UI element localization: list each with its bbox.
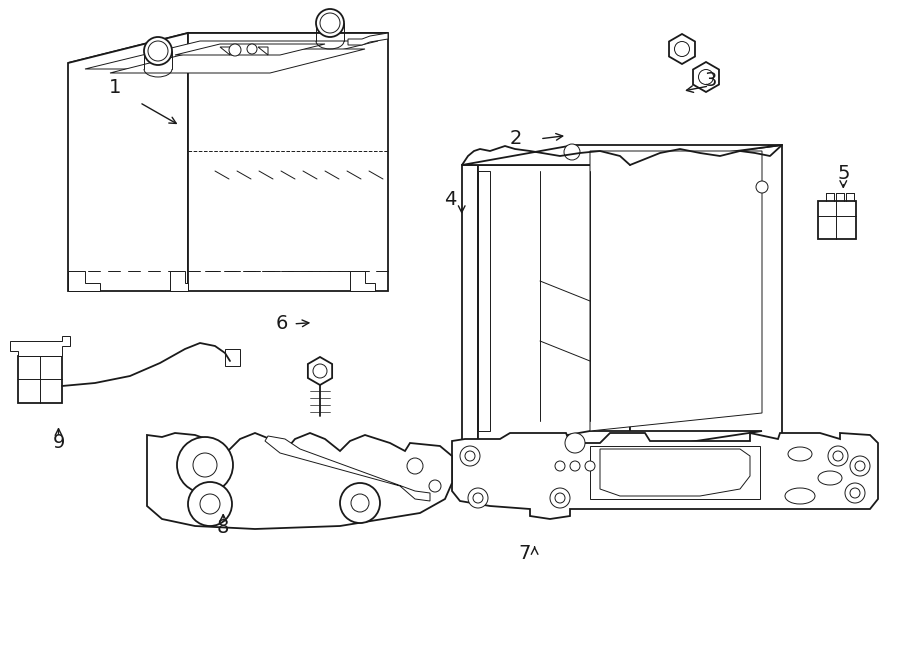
Polygon shape (350, 271, 375, 291)
Polygon shape (600, 449, 750, 496)
Circle shape (833, 451, 843, 461)
Circle shape (407, 458, 423, 474)
Polygon shape (630, 145, 782, 476)
Circle shape (698, 69, 714, 85)
Polygon shape (258, 47, 268, 55)
Circle shape (460, 446, 480, 466)
Circle shape (828, 446, 848, 466)
Polygon shape (68, 33, 188, 291)
Text: 7: 7 (518, 545, 531, 563)
Polygon shape (68, 271, 100, 291)
Polygon shape (10, 336, 70, 356)
Polygon shape (590, 151, 762, 431)
Text: 9: 9 (52, 434, 65, 452)
Circle shape (229, 44, 241, 56)
Polygon shape (85, 41, 378, 69)
Polygon shape (110, 49, 365, 73)
Circle shape (351, 494, 369, 512)
Text: 1: 1 (109, 78, 122, 97)
Polygon shape (18, 356, 62, 403)
Text: 2: 2 (509, 130, 522, 148)
Text: 5: 5 (837, 164, 850, 182)
Polygon shape (478, 165, 630, 476)
Polygon shape (563, 146, 775, 193)
Polygon shape (693, 62, 719, 92)
Polygon shape (175, 44, 325, 55)
Circle shape (564, 144, 580, 160)
Circle shape (320, 13, 340, 33)
Circle shape (247, 44, 257, 54)
Polygon shape (452, 433, 878, 519)
Text: 6: 6 (275, 315, 288, 333)
Circle shape (850, 488, 860, 498)
Circle shape (555, 493, 565, 503)
Text: 8: 8 (217, 518, 230, 537)
Polygon shape (225, 349, 240, 366)
Circle shape (200, 494, 220, 514)
Text: 3: 3 (705, 71, 717, 90)
Circle shape (193, 453, 217, 477)
Circle shape (570, 461, 580, 471)
Polygon shape (220, 47, 230, 55)
Circle shape (144, 37, 172, 65)
Circle shape (850, 456, 870, 476)
Polygon shape (478, 171, 490, 431)
Polygon shape (188, 33, 388, 291)
Polygon shape (462, 165, 478, 476)
Polygon shape (478, 431, 762, 451)
Circle shape (188, 482, 232, 526)
Polygon shape (170, 271, 188, 291)
Polygon shape (147, 433, 452, 529)
Circle shape (756, 181, 768, 193)
Circle shape (316, 9, 344, 37)
Polygon shape (669, 34, 695, 64)
Circle shape (313, 364, 327, 378)
Polygon shape (308, 357, 332, 385)
Circle shape (585, 461, 595, 471)
Circle shape (565, 433, 585, 453)
Circle shape (465, 451, 475, 461)
Text: 4: 4 (444, 190, 456, 209)
Circle shape (855, 461, 865, 471)
Circle shape (177, 437, 233, 493)
Polygon shape (818, 201, 856, 239)
Circle shape (550, 488, 570, 508)
Circle shape (473, 493, 483, 503)
Polygon shape (68, 33, 388, 63)
Circle shape (674, 42, 689, 56)
Circle shape (555, 461, 565, 471)
Polygon shape (265, 436, 430, 501)
Polygon shape (348, 33, 388, 45)
Circle shape (468, 488, 488, 508)
Polygon shape (462, 145, 782, 165)
Circle shape (340, 483, 380, 523)
Circle shape (845, 483, 865, 503)
Circle shape (429, 480, 441, 492)
Circle shape (148, 41, 168, 61)
Polygon shape (590, 446, 760, 499)
